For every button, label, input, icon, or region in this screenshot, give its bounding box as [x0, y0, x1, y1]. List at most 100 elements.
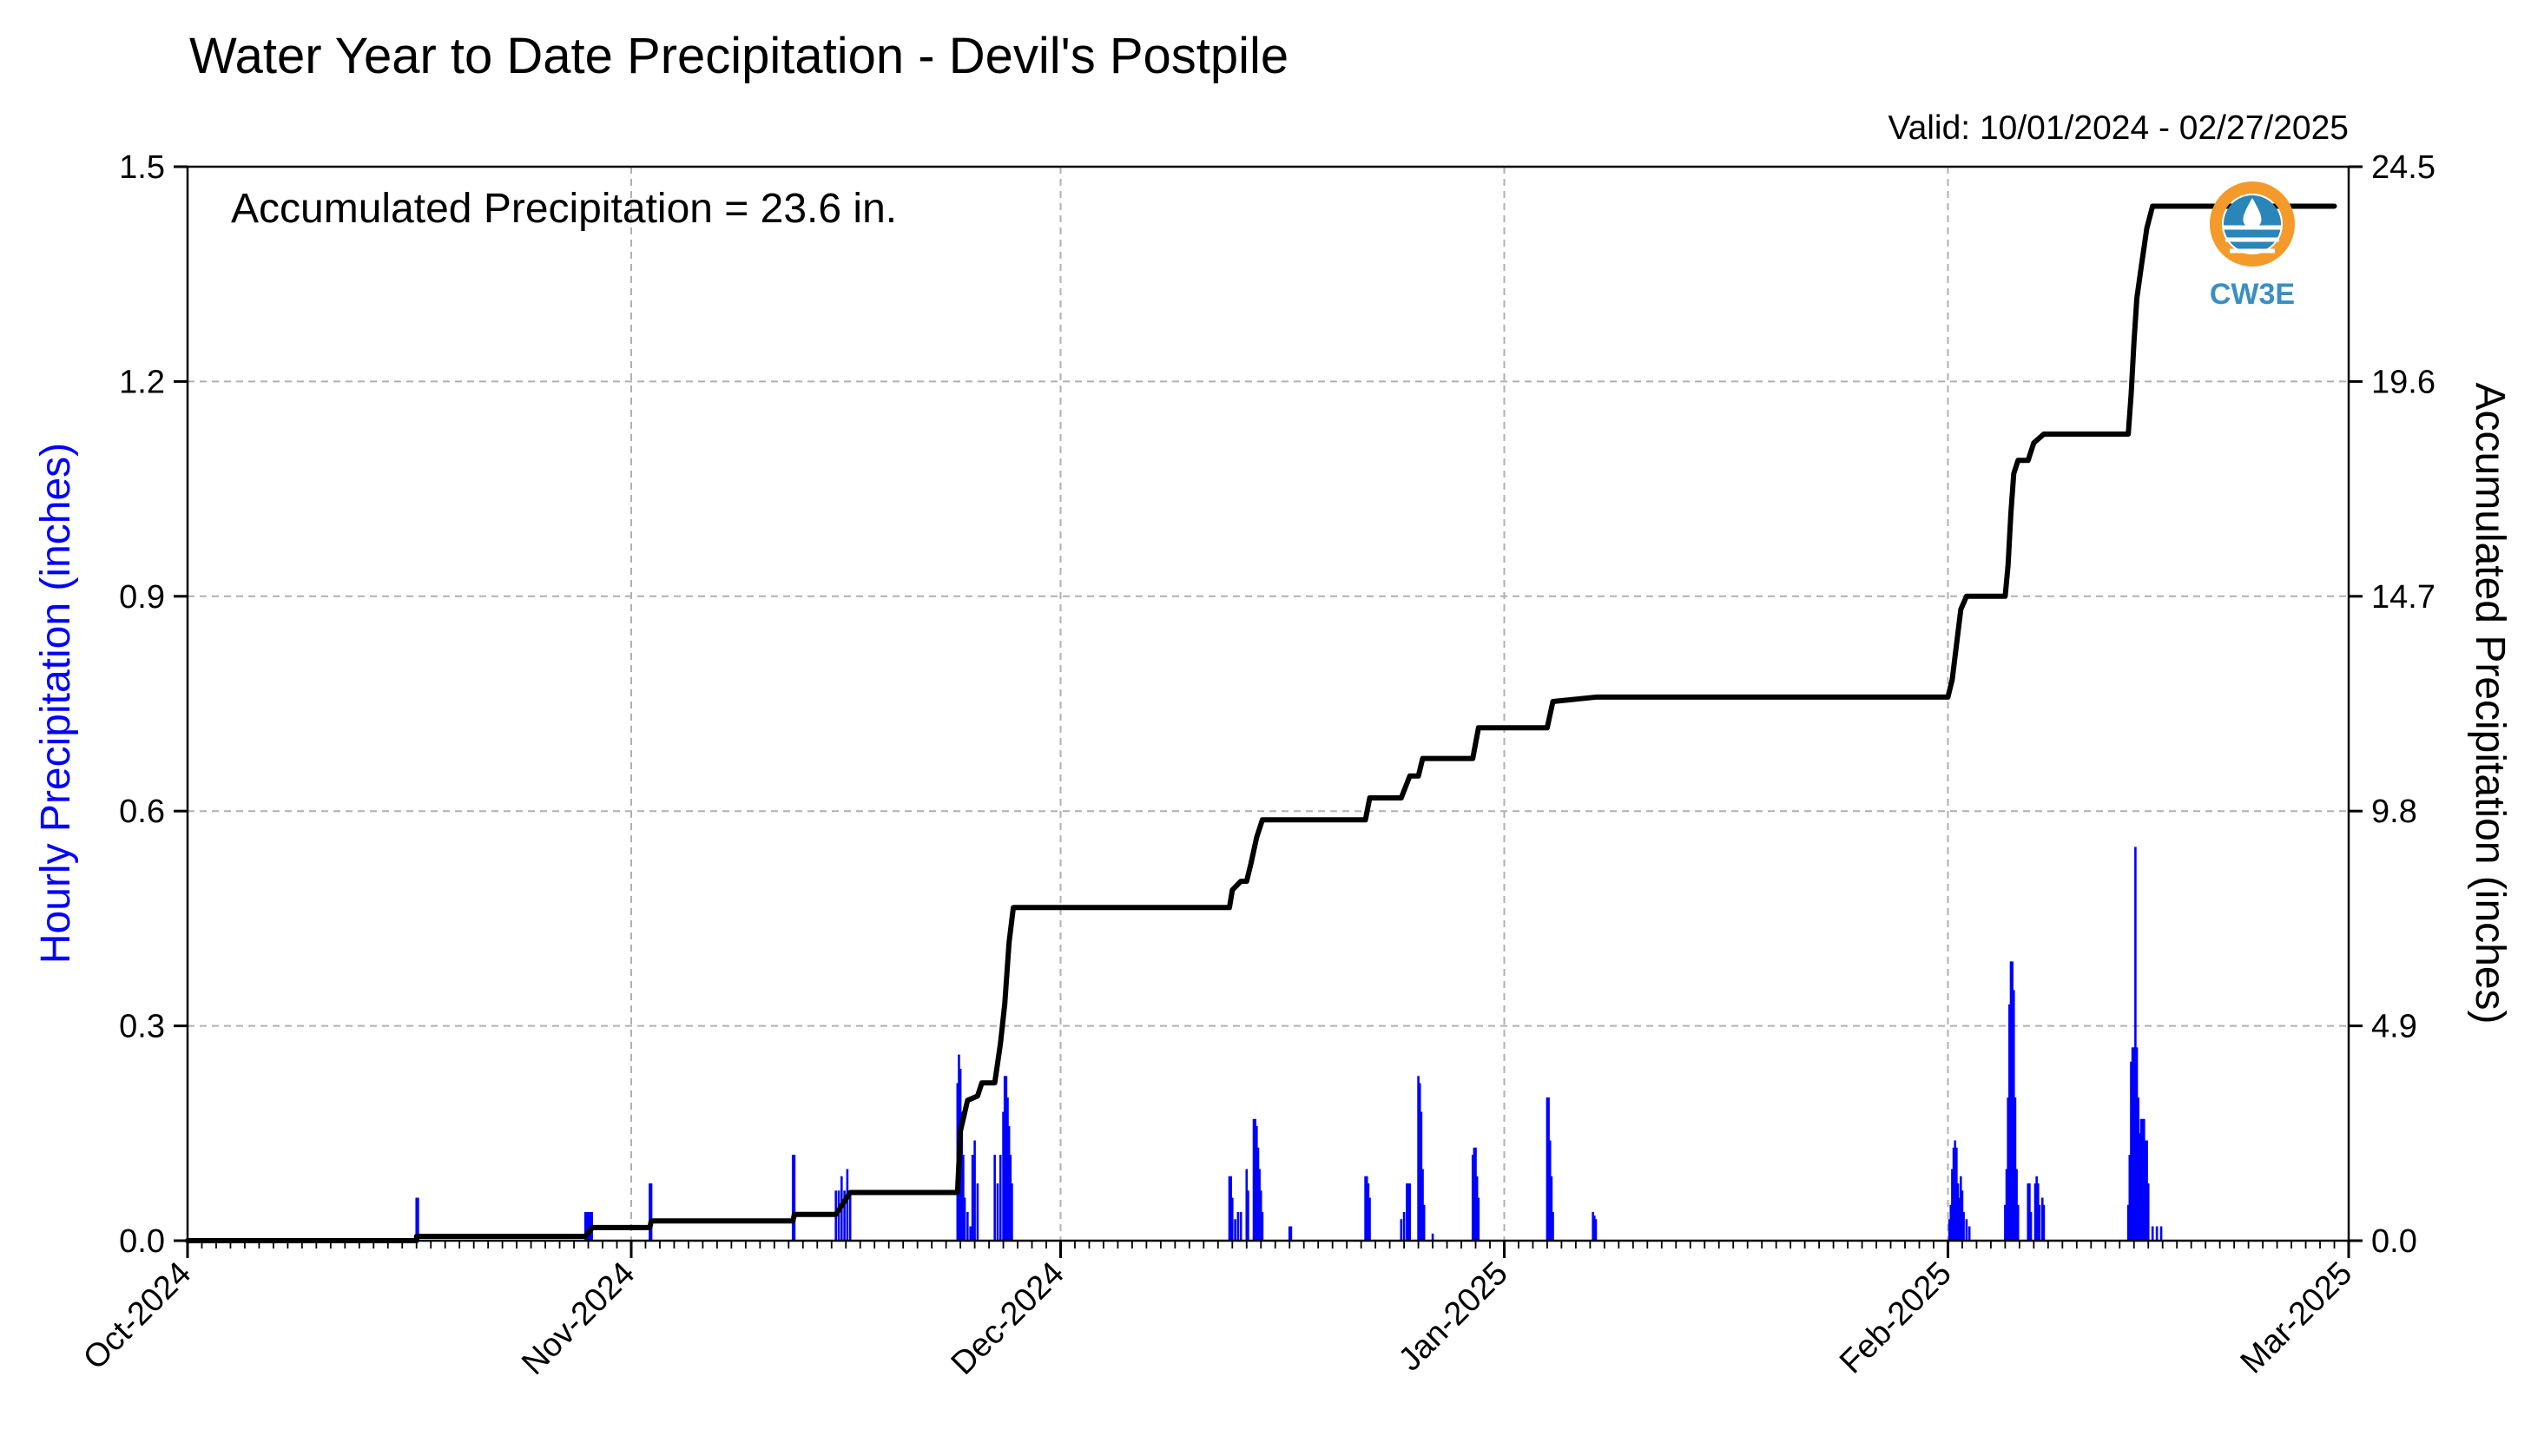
hourly-bar: [1474, 1147, 1477, 1241]
hourly-bar: [1400, 1219, 1403, 1241]
hourly-bar: [1418, 1083, 1421, 1241]
hourly-bar: [1005, 1076, 1008, 1241]
hourly-bar: [1948, 1219, 1951, 1241]
hourly-bar: [1552, 1212, 1554, 1241]
hourly-bar: [1236, 1212, 1240, 1241]
hourly-bar: [649, 1183, 651, 1241]
hourly-bar: [1229, 1176, 1232, 1241]
hourly-bar: [586, 1212, 590, 1241]
plot-frame: [186, 165, 2350, 1242]
hourly-bar: [962, 1155, 965, 1241]
hourly-bar: [1955, 1147, 1958, 1241]
hourly-bar: [1962, 1212, 1965, 1241]
right-y-tick-label: 19.6: [2371, 364, 2435, 400]
hourly-bar: [793, 1155, 796, 1241]
hourly-bar: [2040, 1197, 2044, 1241]
hourly-bar: [2008, 1004, 2011, 1241]
hourly-bar: [837, 1190, 840, 1241]
hourly-bar: [963, 1197, 966, 1241]
hourly-bar: [2151, 1226, 2154, 1241]
hourly-bar: [1289, 1226, 1293, 1241]
hourly-bar: [2016, 1204, 2020, 1241]
hourly-bar: [2009, 961, 2013, 1241]
hourly-bar: [1003, 1076, 1006, 1241]
hourly-bar: [993, 1155, 996, 1241]
hourly-bar: [2142, 1118, 2145, 1241]
hourly-bar: [1261, 1212, 1264, 1241]
hourly-bar: [960, 1111, 964, 1241]
hourly-bar: [415, 1197, 419, 1241]
hourly-bar: [2042, 1204, 2046, 1241]
left-y-tick-label: 0.6: [119, 794, 165, 830]
hourly-bar: [1421, 1169, 1424, 1241]
hourly-bar: [2126, 1204, 2130, 1241]
hourly-bar: [843, 1190, 846, 1241]
hourly-bar: [848, 1190, 852, 1241]
hourly-bar: [1258, 1169, 1261, 1241]
hourly-bar: [1259, 1190, 1262, 1241]
hourly-bar: [1550, 1176, 1553, 1241]
hourly-bar: [2038, 1204, 2041, 1241]
hourly-bar: [1006, 1097, 1009, 1241]
hourly-bar: [1594, 1219, 1598, 1241]
accumulated-line: [185, 203, 2337, 1243]
hourly-bar: [2007, 1097, 2009, 1241]
hourly-bar: [2141, 1118, 2144, 1241]
hourly-bar: [1965, 1219, 1968, 1241]
hourly-bar: [649, 1183, 653, 1241]
hourly-bar: [971, 1155, 974, 1241]
hourly-bar: [2004, 1204, 2007, 1241]
hourly-bar: [417, 1197, 419, 1241]
hourly-bar: [1471, 1155, 1474, 1241]
hourly-bar: [973, 1140, 976, 1241]
hourly-bar: [1230, 1197, 1234, 1241]
hourly-bar: [1954, 1140, 1957, 1241]
hourly-bar: [2131, 1047, 2134, 1241]
hourly-bar: [2139, 1133, 2141, 1241]
hourly-bar: [1956, 1183, 1960, 1241]
hourly-bar: [1420, 1111, 1423, 1241]
y-axis-label-right: Accumulated Precipitation (inches): [2467, 382, 2513, 1024]
left-y-tick-label: 1.5: [119, 149, 165, 186]
hourly-bar: [1473, 1147, 1476, 1241]
hourly-bar: [2011, 961, 2014, 1241]
hourly-bar: [846, 1169, 849, 1241]
hourly-bar: [588, 1212, 591, 1241]
hourly-bar: [1959, 1176, 1962, 1241]
hourly-bar: [999, 1155, 1002, 1241]
hourly-bar: [1009, 1155, 1012, 1241]
hourly-bar: [1961, 1190, 1964, 1241]
hourly-bar: [1245, 1169, 1249, 1241]
hourly-bar: [2146, 1183, 2150, 1241]
hourly-bar: [1422, 1204, 1426, 1241]
cw3e-logo-mark: [2210, 181, 2295, 267]
valid-date-range: Valid: 10/01/2024 - 02/27/2025: [1888, 109, 2349, 147]
hourly-bar: [1228, 1176, 1231, 1241]
hourly-bar: [791, 1155, 794, 1241]
hourly-bar: [2137, 1097, 2139, 1241]
hourly-bar: [1952, 1147, 1955, 1241]
hourly-bar: [2035, 1176, 2038, 1241]
hourly-bar: [1406, 1183, 1408, 1241]
hourly-bar: [1256, 1147, 1260, 1241]
right-y-tick-label: 0.0: [2371, 1223, 2417, 1260]
hourly-bar: [2005, 1169, 2008, 1241]
hourly-bar: [1592, 1212, 1594, 1241]
accumulated-line-layer: [185, 203, 2337, 1243]
hourly-bar: [976, 1183, 979, 1241]
hourly-bar: [2029, 1212, 2033, 1241]
hourly-bar: [1365, 1176, 1368, 1241]
hourly-bar: [1252, 1118, 1256, 1241]
hourly-bar: [2012, 990, 2015, 1241]
right-y-axis: 0.0 4.9 9.8 14.7 19.6 24.5: [2349, 149, 2435, 1260]
hourly-bar: [2028, 1183, 2031, 1241]
hourly-bar: [1254, 1118, 1256, 1241]
hourly-bar: [2135, 1047, 2139, 1241]
hourly-bar: [1475, 1176, 1479, 1241]
hourly-bar: [1967, 1226, 1971, 1241]
hourly-bar: [2033, 1183, 2037, 1241]
hourly-bar: [1407, 1183, 1410, 1241]
hourly-bar: [1256, 1126, 1258, 1241]
right-y-tick-label: 4.9: [2371, 1009, 2417, 1045]
